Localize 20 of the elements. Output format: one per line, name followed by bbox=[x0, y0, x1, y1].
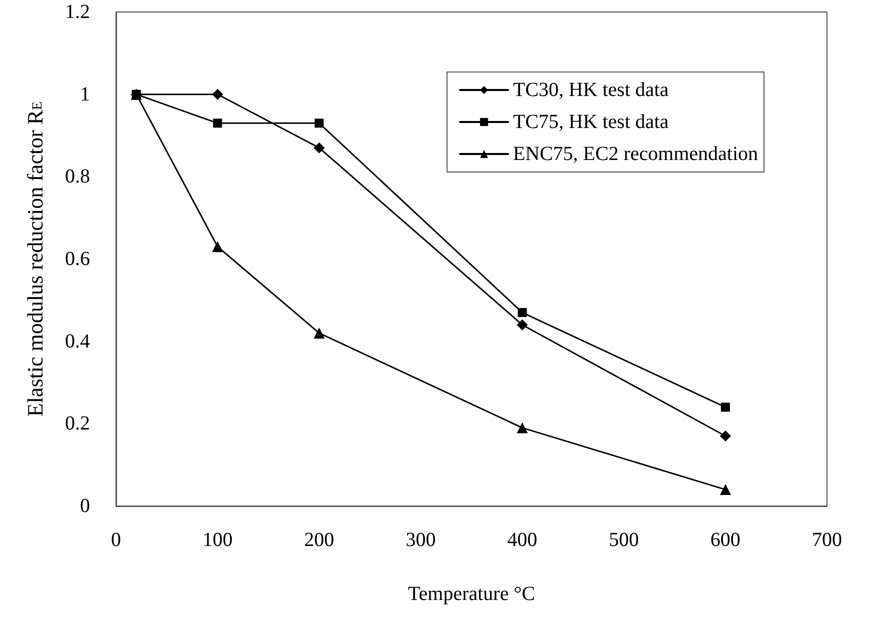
y-tick-label: 1.2 bbox=[65, 1, 90, 23]
x-tick-label: 300 bbox=[406, 529, 436, 551]
legend-label: ENC75, EC2 recommendation bbox=[513, 143, 758, 165]
y-tick-label: 1 bbox=[80, 83, 90, 106]
y-axis-title: Elastic modulus reduction factor RE bbox=[22, 101, 48, 417]
legend-label: TC30, HK test data bbox=[513, 79, 669, 101]
x-tick-label: 200 bbox=[304, 529, 334, 551]
x-tick-label: 100 bbox=[202, 529, 233, 551]
x-tick-label: 700 bbox=[812, 529, 842, 551]
y-tick-label: 0 bbox=[80, 495, 90, 517]
y-tick-label: 0.2 bbox=[65, 412, 90, 435]
y-tick-label: 0.4 bbox=[65, 330, 90, 352]
y-tick-label: 0.8 bbox=[65, 166, 90, 188]
x-axis-title: Temperature °C bbox=[408, 583, 536, 605]
y-tick-label: 0.6 bbox=[65, 248, 90, 270]
x-tick-label: 600 bbox=[710, 529, 740, 551]
x-tick-label: 500 bbox=[608, 529, 639, 551]
x-tick-label: 400 bbox=[507, 529, 538, 551]
legend-label: TC75, HK test data bbox=[513, 111, 669, 133]
x-tick-label: 0 bbox=[111, 529, 121, 551]
